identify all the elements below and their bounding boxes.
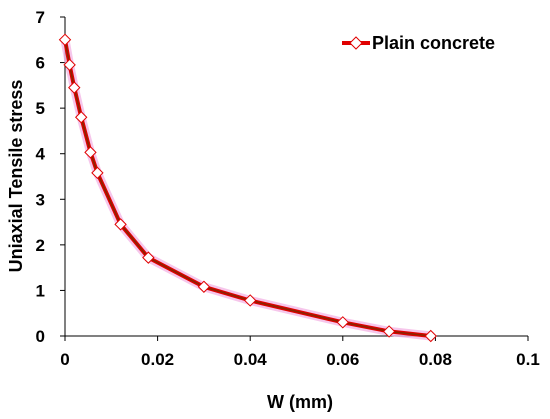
y-tick-label: 6	[36, 54, 45, 73]
x-tick-label: 0.08	[419, 350, 452, 369]
data-point	[197, 280, 211, 293]
y-tick-label: 1	[36, 281, 45, 300]
x-tick-label: 0	[60, 350, 69, 369]
data-point	[63, 58, 76, 72]
data-point	[142, 251, 155, 264]
data-point	[84, 146, 97, 159]
axes	[64, 17, 528, 337]
y-tick-label: 2	[36, 236, 45, 255]
x-axis-title: W (mm)	[267, 392, 333, 412]
x-tick-label: 0.02	[141, 350, 174, 369]
x-tick-label: 0.06	[326, 350, 359, 369]
legend-marker-diamond-icon	[349, 36, 363, 50]
legend-label: Plain concrete	[372, 33, 495, 53]
y-axis-title: Uniaxial Tensile stress	[6, 80, 26, 273]
x-tick-label: 0.1	[516, 350, 540, 369]
x-tick-label: 0.04	[234, 350, 268, 369]
y-tick-label: 5	[36, 99, 45, 118]
y-tick-label: 3	[36, 190, 45, 209]
ticks: 0 0.02 0.04 0.06 0.08 0.1 0 1 2 3 4 5 6 7	[36, 8, 540, 369]
data-point	[68, 81, 81, 94]
plot-area	[58, 33, 437, 343]
data-point	[58, 33, 72, 46]
data-point	[336, 316, 350, 329]
data-point	[74, 111, 88, 124]
data-point	[382, 325, 396, 338]
series-glow	[60, 35, 436, 341]
data-point	[91, 166, 104, 180]
data-point	[424, 329, 437, 343]
data-point	[243, 294, 257, 307]
series-line	[63, 37, 433, 338]
series-line-core	[64, 39, 432, 337]
y-tick-label: 0	[36, 327, 45, 346]
data-point	[114, 218, 127, 231]
y-tick-label: 7	[36, 8, 45, 27]
y-tick-label: 4	[36, 145, 46, 164]
legend: Plain concrete	[342, 33, 495, 53]
